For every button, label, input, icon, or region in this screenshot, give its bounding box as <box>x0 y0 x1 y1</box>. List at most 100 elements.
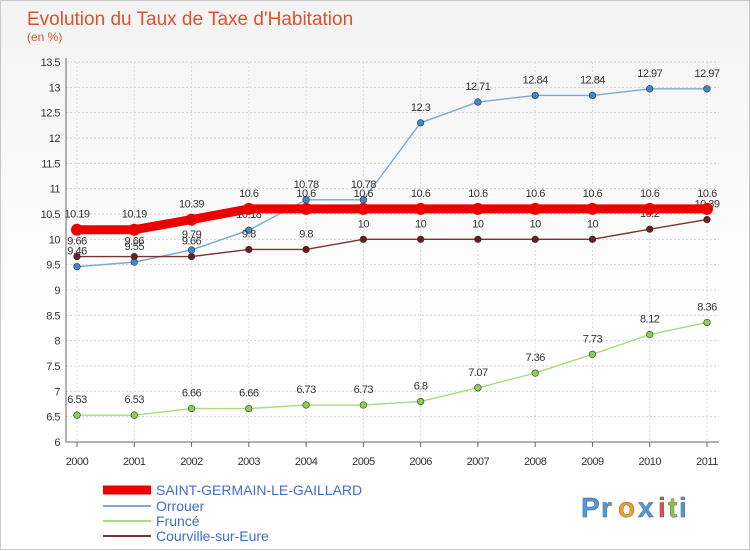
y-tick-label: 8 <box>54 336 60 348</box>
legend-label: Fruncé <box>156 513 200 529</box>
data-label: 10.6 <box>640 188 660 200</box>
data-point <box>130 252 138 261</box>
data-point <box>646 225 654 233</box>
data-point <box>588 235 597 243</box>
x-tick-label: 2006 <box>409 456 432 468</box>
data-label: 10 <box>415 218 427 230</box>
plot-area: 6 6.5 7 7.5 8 8.5 9 9.5 10 10.5 11 11.5 12 12.5 13 13.5… <box>41 57 721 468</box>
data-label: 10.78 <box>294 179 319 191</box>
data-point <box>531 91 539 100</box>
x-tick-label: 2004 <box>295 456 318 468</box>
data-point <box>531 235 539 243</box>
data-point <box>130 411 138 419</box>
y-tick-label: 7.5 <box>46 361 60 373</box>
data-point <box>417 397 425 406</box>
x-tick-label: 2009 <box>581 456 604 468</box>
data-label: 10.19 <box>122 209 147 221</box>
data-point <box>588 350 597 358</box>
data-point <box>73 252 81 261</box>
data-label: 10.6 <box>697 188 717 200</box>
data-point <box>300 202 313 215</box>
y-tick-label: 8.5 <box>46 310 60 322</box>
data-label: 9.8 <box>299 228 313 240</box>
x-tick-label: 2007 <box>467 456 490 468</box>
legend-item: SAINT-GERMAIN-LE-GAILLARD <box>103 482 362 498</box>
data-point <box>474 235 482 243</box>
y-tick-label: 11.5 <box>41 158 60 170</box>
data-point <box>474 98 482 106</box>
data-label: 12.97 <box>637 68 662 80</box>
data-label: 12.84 <box>580 74 605 86</box>
chart-title: Evolution du Taux de Taxe d'Habitation <box>27 9 353 30</box>
data-label: 6.8 <box>414 380 428 392</box>
data-point <box>703 85 711 93</box>
data-label: 10 <box>472 218 484 230</box>
data-label: 6.66 <box>182 388 202 400</box>
data-point <box>245 404 253 413</box>
data-point <box>588 91 597 100</box>
series-line <box>76 88 708 268</box>
data-label: 10.78 <box>351 179 376 191</box>
y-tick-label: 7 <box>54 386 60 398</box>
y-tick-label: 12.5 <box>41 108 61 120</box>
y-tick-label: 11 <box>50 184 61 196</box>
y-tick-label: 12 <box>49 133 61 145</box>
data-label: 6.66 <box>239 388 259 400</box>
data-label: 12.71 <box>465 81 490 93</box>
data-point <box>531 369 539 377</box>
data-label: 9.66 <box>67 236 87 248</box>
data-point <box>187 252 196 261</box>
data-point <box>529 202 542 215</box>
data-label: 10.6 <box>468 188 488 200</box>
logo-letter: o <box>618 492 636 523</box>
data-point <box>359 401 367 409</box>
data-point <box>187 404 196 413</box>
data-point <box>417 119 425 127</box>
data-point <box>128 223 141 236</box>
legend-label: SAINT-GERMAIN-LE-GAILLARD <box>156 482 362 498</box>
series-frunce: 6.53 6.53 6.66 6.66 6.73 6.73 6.8 7.07 7.36 7.73 8… <box>67 301 718 419</box>
y-tick-label: 13.5 <box>41 57 61 69</box>
x-tick-label: 2008 <box>524 456 547 468</box>
data-label: 12.97 <box>694 68 719 80</box>
data-label: 9.8 <box>242 228 256 240</box>
data-label: 10 <box>358 218 370 230</box>
legend-item: Orrouer <box>103 498 205 514</box>
data-point <box>471 202 484 215</box>
data-label: 6.53 <box>67 394 87 406</box>
chart-subtitle: (en %) <box>27 30 62 44</box>
data-label: 10.6 <box>411 188 431 200</box>
y-tick-label: 9.5 <box>46 260 60 272</box>
y-tick-label: 10.5 <box>41 209 61 221</box>
data-label: 6.73 <box>354 384 374 396</box>
series-line <box>72 204 712 235</box>
data-label: 10.6 <box>583 188 603 200</box>
legend-label: Courville-sur-Eure <box>156 528 269 544</box>
data-point <box>302 245 310 254</box>
data-point <box>703 318 711 327</box>
data-label: 10 <box>587 218 599 230</box>
y-tick-label: 6 <box>54 437 60 449</box>
legend-item: Fruncé <box>103 513 200 529</box>
logo-letter: r <box>601 492 613 523</box>
data-point <box>417 235 425 243</box>
series-line <box>76 218 708 258</box>
logo-letter: t <box>668 492 678 523</box>
data-point <box>359 235 367 243</box>
data-label: 10.19 <box>64 209 89 221</box>
data-label: 9.46 <box>67 246 87 258</box>
y-tick-label: 6.5 <box>46 412 60 424</box>
data-point <box>71 223 83 236</box>
x-tick-label: 2003 <box>238 456 261 468</box>
y-tick-label: 13 <box>49 82 61 94</box>
data-point <box>643 202 656 215</box>
data-label: 8.36 <box>697 301 717 313</box>
data-label: 9.79 <box>182 229 202 241</box>
data-label: 7.36 <box>525 352 545 364</box>
series-line <box>76 321 708 416</box>
data-label: 9.55 <box>125 241 145 253</box>
